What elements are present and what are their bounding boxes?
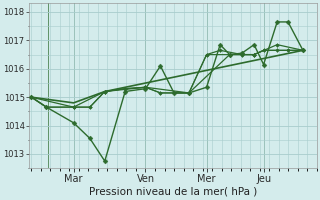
X-axis label: Pression niveau de la mer( hPa ): Pression niveau de la mer( hPa ) <box>89 187 257 197</box>
